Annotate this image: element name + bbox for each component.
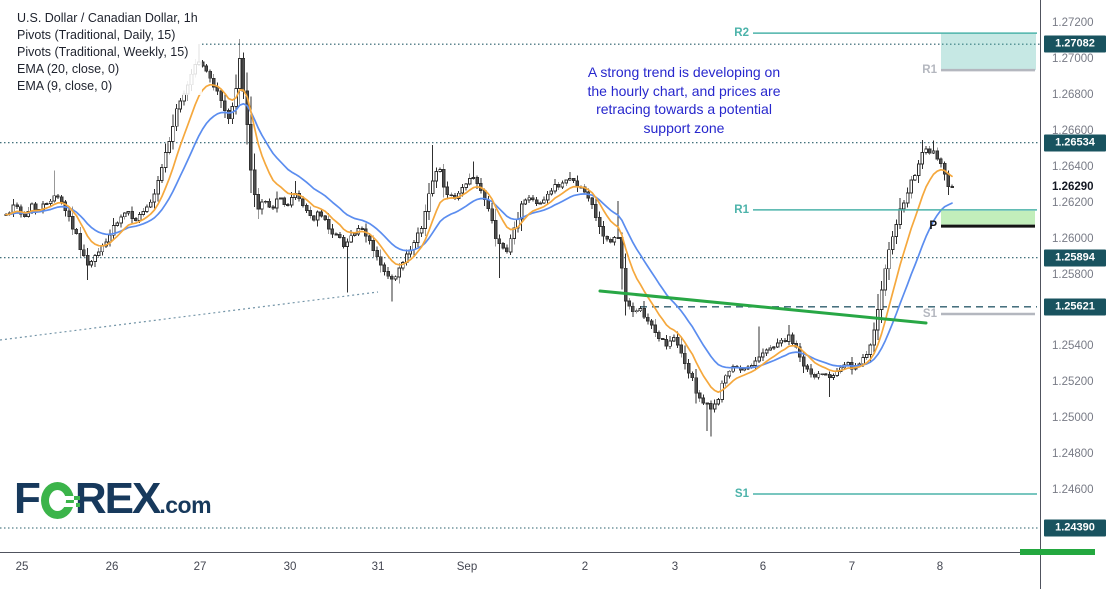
resistance-zone — [941, 33, 1036, 71]
green-trendline — [598, 289, 928, 325]
price-line-badge: 1.25894 — [1044, 249, 1106, 267]
price-tick-label: 1.25400 — [1052, 340, 1094, 353]
price-axis[interactable]: 1.27200 1.27000 1.26800 1.26600 1.26400 1.262… — [1040, 0, 1111, 589]
chart-legend: U.S. Dollar / Canadian Dollar, 1h Pivots … — [17, 10, 202, 95]
pivot-label-daily-P: P — [929, 220, 937, 233]
legend-item[interactable]: Pivots (Traditional, Weekly, 15) — [17, 44, 202, 61]
time-tick-label: 27 — [193, 561, 207, 573]
time-tick-label: 31 — [371, 561, 385, 573]
annotation-line: support zone — [643, 119, 725, 136]
pivot-label-weekly-S1: S1 — [734, 488, 749, 501]
logo-dot-com: .com — [159, 492, 212, 518]
symbol-title[interactable]: U.S. Dollar / Canadian Dollar, 1h — [17, 10, 202, 27]
logo-plug-o-icon — [40, 482, 80, 519]
support-zone — [941, 210, 1035, 225]
current-price-label: 1.26290 — [1052, 180, 1094, 193]
pivot-label-weekly-R2: R2 — [734, 27, 749, 40]
candles-group — [4, 39, 954, 437]
price-tick-label: 1.27000 — [1052, 52, 1094, 65]
annotation-text: A strong trend is developing on the hourl… — [558, 63, 810, 137]
price-tick-label: 1.26800 — [1052, 88, 1094, 101]
pivot-label-daily-S1: S1 — [922, 307, 937, 320]
green-level-bar — [1020, 549, 1095, 555]
annotation-line: the hourly chart, and prices are — [587, 82, 781, 99]
price-tick-label: 1.26000 — [1052, 232, 1094, 245]
price-tick-label: 1.27200 — [1052, 17, 1094, 29]
ema-line-9 — [5, 83, 953, 394]
price-tick-label: 1.25000 — [1052, 412, 1094, 425]
logo-letter-f: F — [14, 474, 41, 523]
time-tick-label: 7 — [848, 561, 856, 573]
price-tick-label: 1.24800 — [1052, 448, 1094, 461]
time-tick-label: 2 — [581, 561, 589, 573]
time-tick-label: 30 — [283, 561, 297, 573]
pivot-label-weekly-R1: R1 — [734, 203, 749, 216]
time-tick-label: 6 — [759, 561, 767, 573]
price-line-badge: 1.25621 — [1044, 298, 1106, 316]
time-tick-label: Sep — [456, 561, 478, 573]
legend-item[interactable]: EMA (9, close, 0) — [17, 78, 202, 95]
ema-line-20 — [5, 102, 953, 369]
time-tick-label: 26 — [105, 561, 119, 573]
dotted-diagonal — [0, 291, 379, 341]
time-tick-label: 8 — [936, 561, 944, 573]
price-tick-label: 1.25200 — [1052, 376, 1094, 389]
price-tick-label: 1.26600 — [1052, 124, 1094, 137]
price-tick-label: 1.26200 — [1052, 196, 1094, 209]
legend-item[interactable]: Pivots (Traditional, Daily, 15) — [17, 27, 202, 44]
legend-item[interactable]: EMA (20, close, 0) — [17, 61, 202, 78]
annotation-line: A strong trend is developing on — [587, 64, 781, 80]
pivot-label-daily-R1: R1 — [922, 64, 937, 77]
forex-com-logo: F REX.com — [14, 474, 212, 524]
annotation-line: retracing towards a potential — [596, 101, 772, 117]
price-line-badge: 1.26534 — [1044, 134, 1106, 152]
logo-letters-rex: REX — [74, 474, 161, 523]
price-tick-label: 1.24600 — [1052, 484, 1094, 497]
price-line-badge: 1.24390 — [1044, 519, 1106, 537]
price-tick-label: 1.26400 — [1052, 160, 1094, 173]
price-tick-label: 1.25800 — [1052, 268, 1094, 281]
price-line-badge: 1.27082 — [1044, 35, 1106, 53]
time-tick-label: 25 — [15, 561, 29, 573]
time-tick-label: 3 — [671, 561, 679, 573]
time-axis[interactable]: 25 26 27 30 31 Sep 2 3 6 7 8 — [0, 552, 1111, 589]
